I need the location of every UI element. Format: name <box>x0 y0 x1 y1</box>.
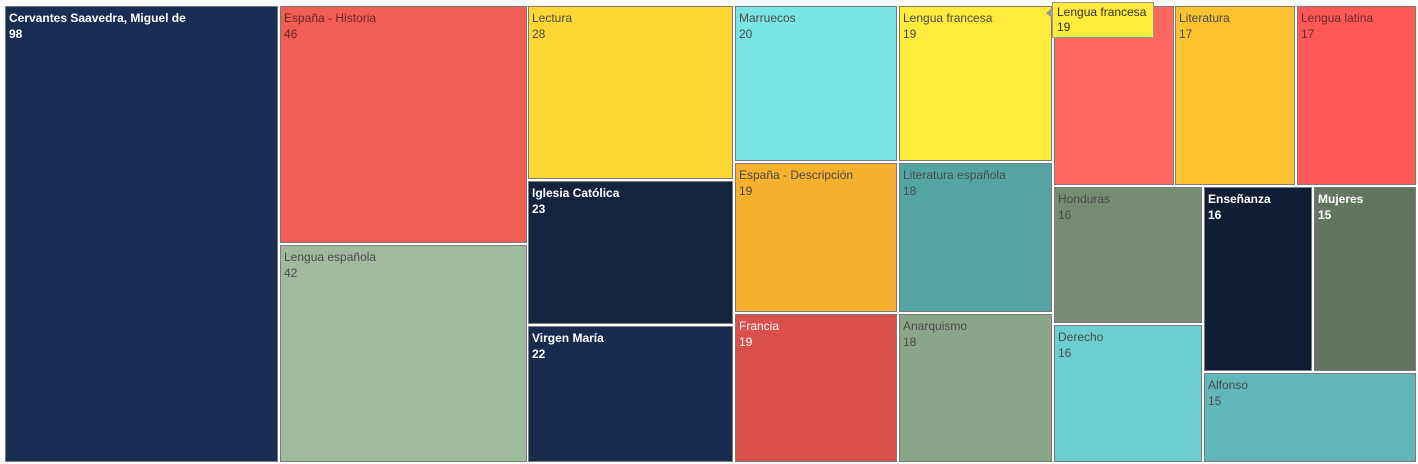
treemap-cell[interactable]: Lengua latina 17 <box>1297 6 1416 185</box>
cell-value: 22 <box>532 347 546 361</box>
treemap-cell[interactable]: España - Historia 46 <box>280 6 527 243</box>
tooltip: Lengua francesa 19 <box>1046 2 1154 38</box>
treemap-cell[interactable]: Lengua española 42 <box>280 245 527 462</box>
cell-label: Mujeres <box>1318 192 1364 206</box>
cell-label: Enseñanza <box>1208 192 1271 206</box>
cell-value: 16 <box>1058 346 1072 360</box>
treemap-cell[interactable]: Iglesia Católica 23 <box>528 181 733 324</box>
treemap-cell[interactable]: Virgen María 22 <box>528 326 733 462</box>
cell-value: 42 <box>284 266 298 280</box>
tooltip-label: Lengua francesa <box>1057 5 1147 19</box>
treemap-cell[interactable]: Literatura 17 <box>1175 6 1295 185</box>
cell-value: 20 <box>739 27 753 41</box>
tooltip-value: 19 <box>1057 20 1071 34</box>
cell-label: Honduras <box>1058 192 1111 206</box>
treemap-cell[interactable]: Mujeres 15 <box>1314 187 1416 371</box>
treemap-cell[interactable]: Anarquismo 18 <box>899 314 1052 462</box>
cell-value: 16 <box>1208 208 1222 222</box>
cell-value: 28 <box>532 27 546 41</box>
cell-value: 17 <box>1301 27 1315 41</box>
treemap-cell[interactable]: Derecho 16 <box>1054 325 1202 462</box>
cell-label: Iglesia Católica <box>532 186 620 200</box>
cell-value: 16 <box>1058 208 1072 222</box>
cell-value: 46 <box>284 27 298 41</box>
cell-value: 23 <box>532 202 546 216</box>
cell-value: 17 <box>1179 27 1193 41</box>
cell-label: Virgen María <box>532 331 604 345</box>
cell-value: 15 <box>1208 394 1222 408</box>
treemap-cell[interactable]: Alfonso 15 <box>1204 373 1416 462</box>
treemap-cell[interactable]: Honduras 16 <box>1054 187 1202 323</box>
cell-label: Literatura <box>1179 11 1230 25</box>
treemap-cell[interactable]: Lectura 28 <box>528 6 733 179</box>
cell-label: España - Historia <box>284 11 377 25</box>
cell-label: Lengua latina <box>1301 11 1374 25</box>
cell-label: Literatura española <box>903 168 1006 182</box>
cell-value: 15 <box>1318 208 1332 222</box>
treemap-cell[interactable]: Enseñanza 16 <box>1204 187 1312 371</box>
cell-label: España - Descripción <box>739 168 854 182</box>
cell-label: Lengua francesa <box>903 11 993 25</box>
treemap-cell[interactable]: Literatura española 18 <box>899 163 1052 312</box>
treemap-cell[interactable]: Francia 19 <box>735 314 897 462</box>
treemap-cell[interactable]: España - Descripción 19 <box>735 163 897 312</box>
cell-value: 18 <box>903 335 917 349</box>
cell-label: Lectura <box>532 11 573 25</box>
cell-label: Lengua española <box>284 250 377 264</box>
treemap-cell[interactable]: Marruecos 20 <box>735 6 897 161</box>
cell-label: Francia <box>739 319 780 333</box>
cell-label: Anarquismo <box>903 319 968 333</box>
cell-value: 98 <box>9 27 23 41</box>
treemap-cell[interactable]: Lengua francesa 19 <box>899 6 1052 161</box>
cell-value: 19 <box>903 27 917 41</box>
cell-label: Cervantes Saavedra, Miguel de <box>9 11 186 25</box>
cell-value: 18 <box>903 184 917 198</box>
treemap-cell[interactable]: Cervantes Saavedra, Miguel de 98 <box>5 6 278 462</box>
cell-label: Marruecos <box>739 11 796 25</box>
cell-label: Alfonso <box>1208 378 1249 392</box>
cell-label: Derecho <box>1058 330 1104 344</box>
cell-value: 19 <box>739 184 753 198</box>
tooltip-arrow <box>1046 7 1053 19</box>
cell-value: 19 <box>739 335 753 349</box>
